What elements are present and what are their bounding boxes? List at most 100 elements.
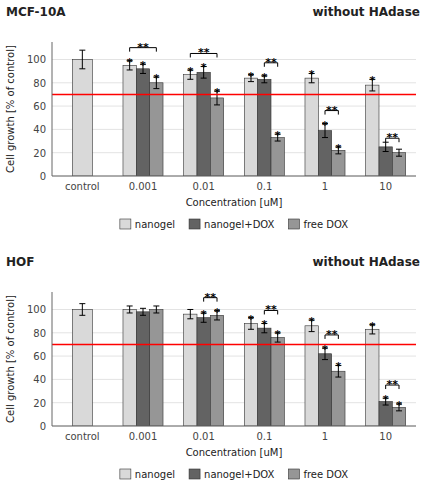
bar: [210, 315, 223, 426]
bar: [72, 309, 92, 426]
bar: [366, 85, 379, 176]
y-tick-label: 100: [27, 304, 46, 315]
x-axis: [52, 426, 416, 427]
significance-star: *: [309, 68, 315, 81]
grid-line: [52, 82, 416, 83]
significance-star: *: [275, 328, 281, 341]
x-tick-label: 0.01: [193, 431, 215, 442]
bracket-label: **: [265, 303, 277, 316]
bracket-label: **: [137, 41, 149, 54]
significance-star: *: [322, 119, 328, 132]
legend-swatch: [120, 219, 131, 229]
title: HOF: [6, 255, 34, 269]
grid-line: [52, 106, 416, 107]
grid-line: [52, 59, 416, 60]
legend-label: nanogel+DOX: [204, 469, 275, 480]
bar: [318, 354, 331, 426]
bar: [150, 83, 163, 176]
figure: MCF-10Awithout HAdase020406080100control…: [0, 0, 428, 500]
grid-line: [52, 379, 416, 380]
error-bar: [127, 306, 133, 313]
x-tick-label: 0.1: [256, 431, 272, 442]
threshold-line: [52, 344, 416, 346]
significance-star: *: [201, 308, 207, 321]
y-tick-label: 60: [33, 101, 46, 112]
x-tick-label: 1: [322, 181, 328, 192]
error-bar: [140, 308, 146, 315]
grid-line: [52, 426, 416, 427]
y-tick-label: 0: [40, 171, 46, 182]
significance-star: *: [214, 86, 220, 99]
bar: [305, 326, 318, 426]
chart: HOFwithout HAdase020406080100control0.00…: [5, 255, 420, 480]
grid-line: [52, 402, 416, 403]
y-tick-label: 80: [33, 328, 46, 339]
grid-line: [52, 152, 416, 153]
bar: [332, 371, 345, 426]
bar: [197, 318, 210, 426]
legend-swatch: [189, 469, 200, 479]
grid-line: [52, 356, 416, 357]
y-axis: [52, 292, 53, 426]
bracket-label: **: [387, 131, 399, 144]
significance-star: *: [187, 65, 193, 78]
significance-star: *: [383, 393, 389, 406]
bar: [136, 312, 149, 426]
significance-star: *: [140, 59, 146, 72]
bracket-label: **: [198, 46, 210, 59]
significance-star: *: [261, 318, 267, 331]
y-axis: [52, 42, 53, 176]
legend-swatch: [288, 469, 299, 479]
y-tick-label: 20: [33, 148, 46, 159]
bracket-label: **: [387, 378, 399, 391]
legend-label: free DOX: [303, 219, 348, 230]
bracket-label: **: [205, 291, 217, 304]
bar: [123, 65, 136, 176]
bar: [136, 69, 149, 176]
bar: [258, 328, 271, 426]
grid-line: [52, 129, 416, 130]
x-tick-label: 0.001: [129, 431, 158, 442]
bar: [150, 309, 163, 426]
significance-star: *: [309, 315, 315, 328]
grid-line: [52, 176, 416, 177]
significance-star: *: [275, 129, 281, 142]
x-tick-label: 0.01: [193, 181, 215, 192]
y-tick-label: 0: [40, 421, 46, 432]
legend-item: free DOX: [288, 469, 348, 480]
y-axis-label: Cell growth [% of control]: [5, 295, 16, 423]
x-tick-label: 10: [379, 431, 392, 442]
legend-label: nanogel: [135, 469, 175, 480]
y-axis-label: Cell growth [% of control]: [5, 45, 16, 173]
legend-item: nanogel+DOX: [189, 469, 275, 480]
y-tick-label: 100: [27, 54, 46, 65]
significance-star: *: [322, 343, 328, 356]
grid-line: [52, 309, 416, 310]
subtitle: without HAdase: [313, 5, 420, 19]
bracket-label: **: [326, 328, 338, 341]
bar: [72, 59, 92, 176]
significance-star: *: [335, 360, 341, 373]
legend-label: nanogel+DOX: [204, 219, 275, 230]
x-tick-label: 0.1: [256, 181, 272, 192]
significance-star: *: [153, 72, 159, 85]
error-bar: [153, 306, 159, 313]
error-bar: [187, 309, 193, 318]
bar: [210, 98, 223, 176]
bar: [184, 75, 197, 176]
legend: nanogelnanogel+DOXfree DOX: [120, 219, 348, 230]
grid-line: [52, 332, 416, 333]
bar: [305, 78, 318, 176]
legend-swatch: [189, 219, 200, 229]
y-tick-label: 60: [33, 351, 46, 362]
error-bar: [79, 50, 85, 69]
significance-star: *: [335, 142, 341, 155]
legend-label: free DOX: [303, 469, 348, 480]
significance-star: *: [248, 70, 254, 83]
legend-item: nanogel+DOX: [189, 219, 275, 230]
bar: [271, 337, 284, 426]
x-axis: [52, 176, 416, 177]
significance-star: *: [248, 313, 254, 326]
legend-item: free DOX: [288, 219, 348, 230]
x-tick-label: control: [65, 431, 100, 442]
